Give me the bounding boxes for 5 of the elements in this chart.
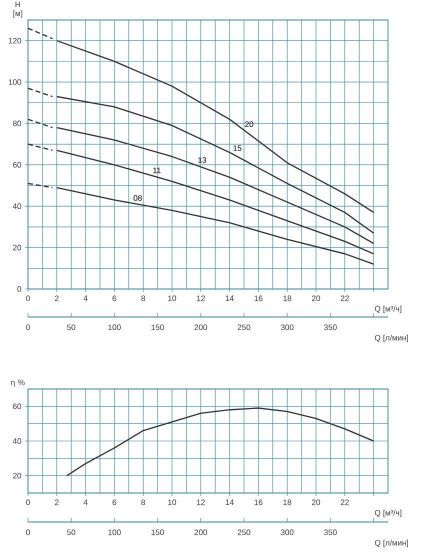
line-series [56,126,374,244]
line-series [56,150,374,254]
line-series [56,96,374,234]
line-series [56,186,374,265]
line-series [56,40,374,214]
